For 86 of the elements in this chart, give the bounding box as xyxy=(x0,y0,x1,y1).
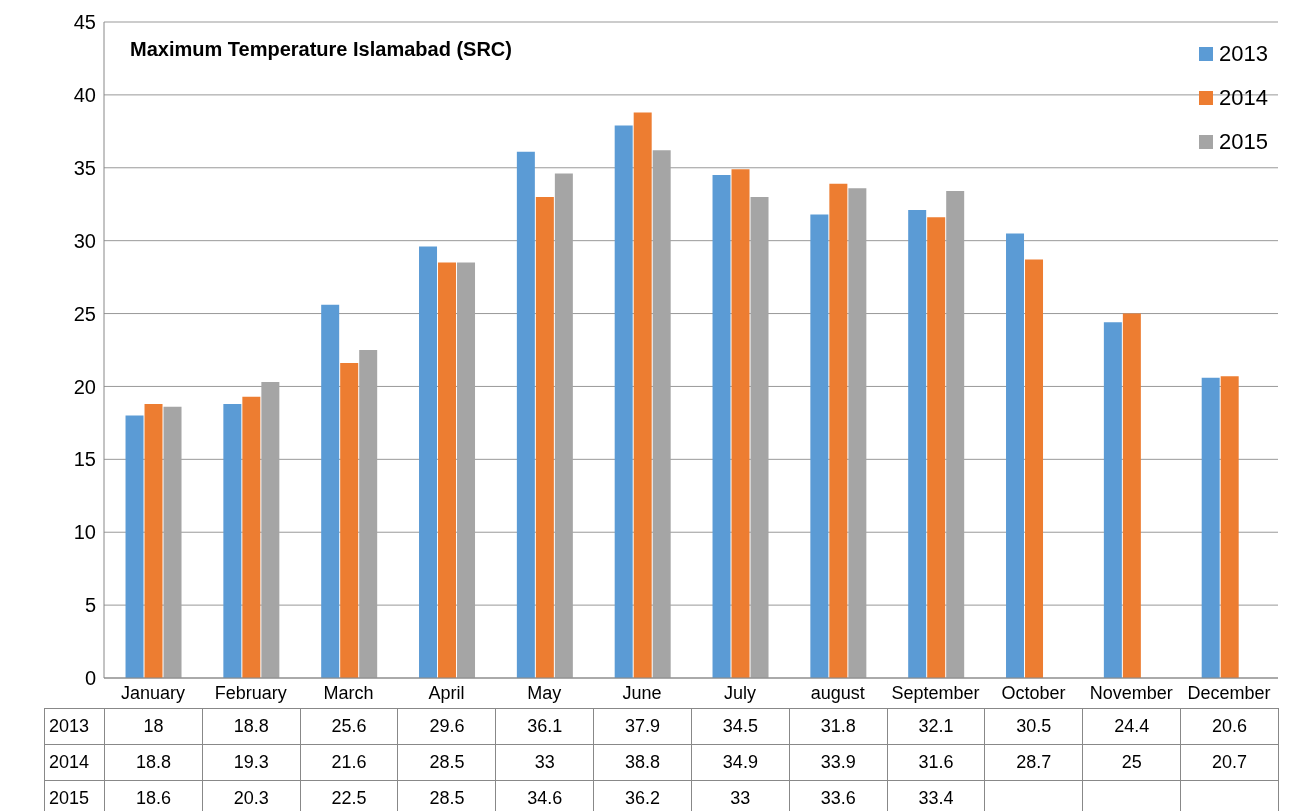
bar xyxy=(1006,233,1025,678)
data-label: 36.1 xyxy=(495,708,594,745)
x-tick-label: December xyxy=(1187,682,1271,703)
data-label: 18 xyxy=(104,708,203,745)
data-label: 33.6 xyxy=(789,780,888,811)
data-label: 30.5 xyxy=(984,708,1083,745)
data-label: 20.3 xyxy=(202,780,301,811)
text: 2014 xyxy=(49,752,90,772)
legend-label: 2013 xyxy=(1219,40,1268,68)
y-tick-label: 20 xyxy=(73,375,96,398)
y-tick-label: 10 xyxy=(73,521,96,544)
bar xyxy=(1103,322,1122,678)
bar xyxy=(516,151,535,678)
bar xyxy=(712,175,731,678)
text: Maximum Temperature Islamabad (SRC) xyxy=(130,38,512,61)
data-label: 18.6 xyxy=(104,780,203,811)
data-label: 24.4 xyxy=(1082,708,1181,745)
bar xyxy=(242,396,261,678)
data-label: 33.4 xyxy=(887,780,985,811)
data-label: 31.6 xyxy=(887,744,985,781)
data-label: 32.1 xyxy=(887,708,985,745)
data-label: 20.6 xyxy=(1180,708,1279,745)
bar xyxy=(614,125,633,678)
bar xyxy=(1122,313,1141,678)
data-label: 25 xyxy=(1082,744,1181,781)
data-label: 34.5 xyxy=(691,708,790,745)
data-label: 29.6 xyxy=(397,708,496,745)
bar xyxy=(829,183,848,678)
x-tick-label: august xyxy=(810,682,865,703)
data-label: 31.8 xyxy=(789,708,888,745)
bar xyxy=(321,304,340,678)
y-tick-label: 30 xyxy=(73,229,96,252)
x-tick-label: February xyxy=(214,682,287,703)
x-tick-label: June xyxy=(622,682,662,703)
x-tick-label: May xyxy=(527,682,562,703)
data-label: 34.6 xyxy=(495,780,594,811)
data-label: 18.8 xyxy=(202,708,301,745)
bar xyxy=(1025,259,1044,678)
y-tick-label: 45 xyxy=(73,11,96,34)
x-tick-label: March xyxy=(323,682,374,703)
y-tick-label: 25 xyxy=(73,302,96,325)
data-label: 18.8 xyxy=(104,744,203,781)
bar xyxy=(633,112,652,678)
x-tick-label: October xyxy=(1001,682,1066,703)
data-label: 20.7 xyxy=(1180,744,1279,781)
y-tick-label: 0 xyxy=(84,667,96,690)
text: 2013 xyxy=(49,716,90,736)
bar xyxy=(927,217,946,678)
bar xyxy=(810,214,829,678)
data-label: 33.9 xyxy=(789,744,888,781)
bar xyxy=(340,363,359,678)
data-label: 34.9 xyxy=(691,744,790,781)
data-label: 28.7 xyxy=(984,744,1083,781)
data-label: 19.3 xyxy=(202,744,301,781)
x-tick-label: April xyxy=(428,682,465,703)
bar xyxy=(144,403,163,678)
bar xyxy=(223,403,242,678)
data-label: 33 xyxy=(691,780,790,811)
x-tick-label: July xyxy=(723,682,756,703)
data-label: 38.8 xyxy=(593,744,692,781)
bar xyxy=(1220,376,1239,678)
x-tick-label: September xyxy=(891,682,980,703)
legend-label: 2015 xyxy=(1219,128,1268,156)
y-tick-label: 35 xyxy=(73,156,96,179)
data-label: 25.6 xyxy=(300,708,398,745)
data-label: 28.5 xyxy=(397,780,496,811)
data-label: 36.2 xyxy=(593,780,692,811)
data-label: 21.6 xyxy=(300,744,398,781)
bar xyxy=(731,169,750,678)
bar xyxy=(1201,377,1220,678)
bar xyxy=(535,196,554,678)
bar xyxy=(908,210,927,678)
data-label: 22.5 xyxy=(300,780,398,811)
legend-label: 2014 xyxy=(1219,84,1268,112)
data-label: 28.5 xyxy=(397,744,496,781)
y-tick-label: 15 xyxy=(73,448,96,471)
data-label: 33 xyxy=(495,744,594,781)
x-tick-label: November xyxy=(1089,682,1173,703)
y-tick-label: 5 xyxy=(84,594,96,617)
bar xyxy=(438,262,457,678)
data-label: 37.9 xyxy=(593,708,692,745)
y-tick-label: 40 xyxy=(73,83,96,106)
bar xyxy=(419,246,438,678)
x-tick-label: January xyxy=(120,682,185,703)
text: 2015 xyxy=(49,788,90,808)
bar xyxy=(125,415,144,678)
